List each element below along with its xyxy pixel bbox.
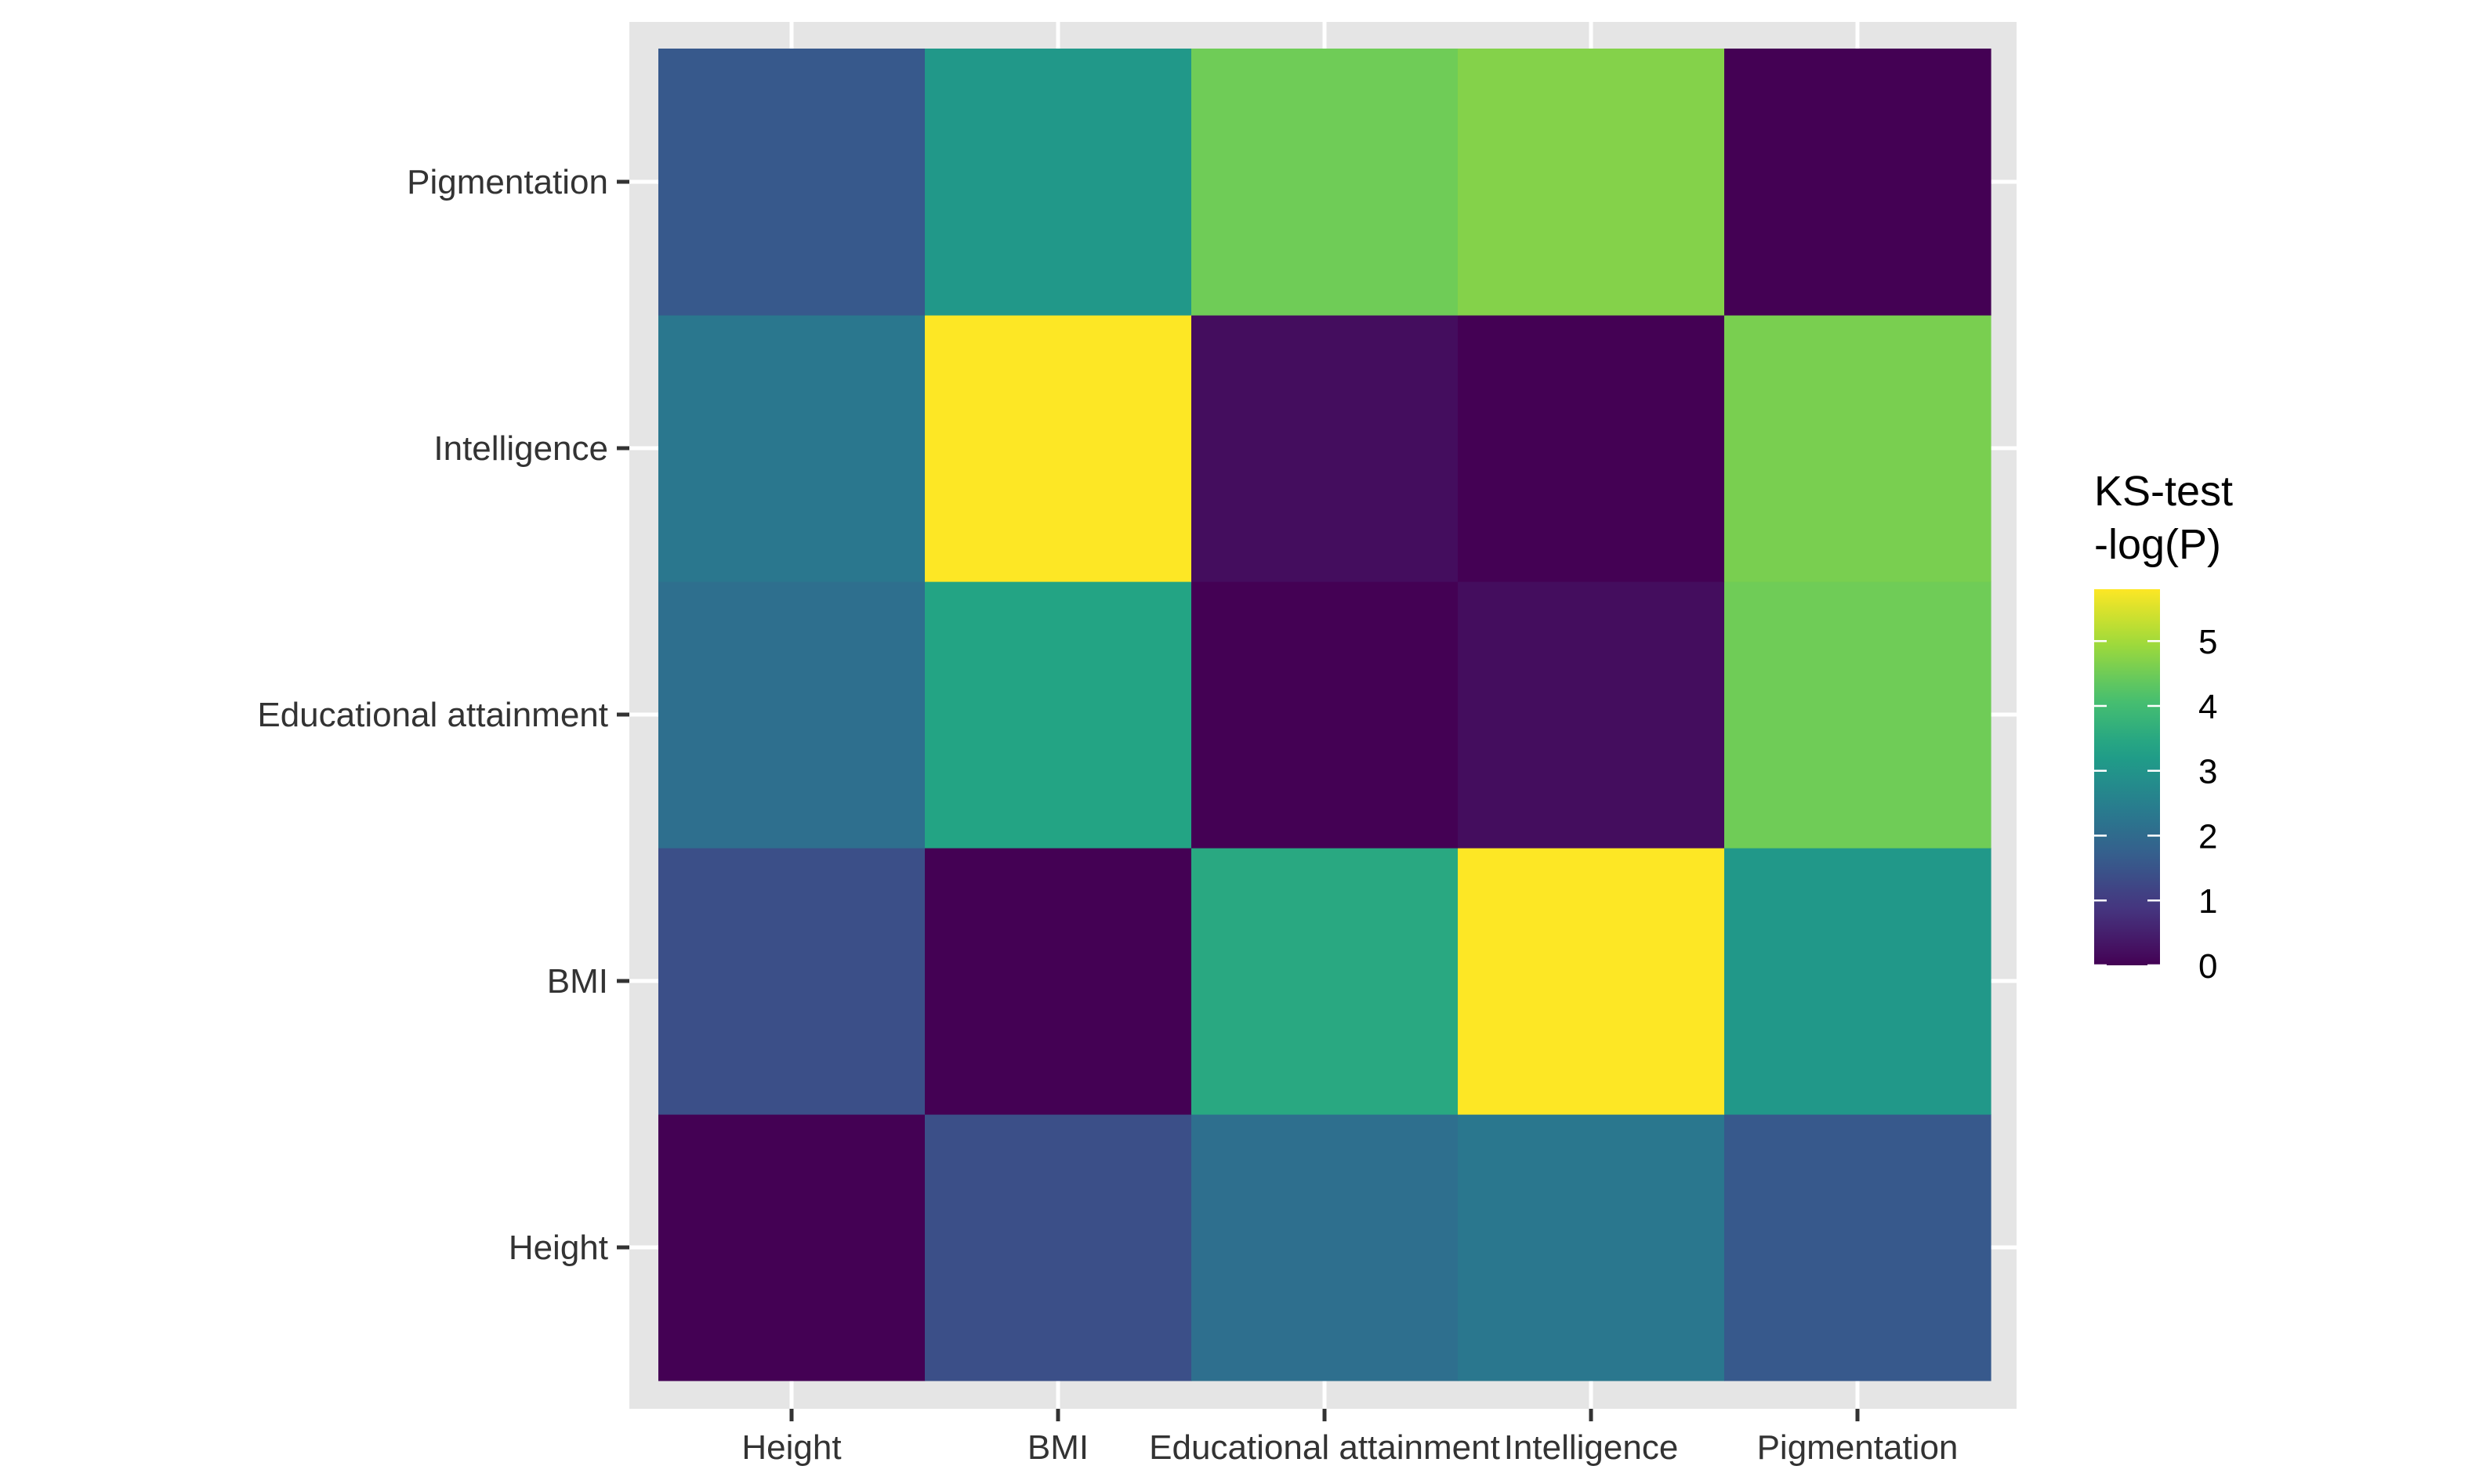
- heatmap-cell: [658, 49, 926, 316]
- legend-tick-label: 0: [2198, 947, 2217, 986]
- heatmap-cell: [925, 1114, 1192, 1381]
- x-axis-tick-label: Educational attainment: [1149, 1428, 1500, 1467]
- x-axis-tick-label: Pigmentation: [1757, 1428, 1959, 1467]
- y-axis-tick-label: Intelligence: [433, 429, 608, 468]
- heatmap-cell: [1724, 848, 1991, 1115]
- heatmap-cell: [658, 581, 926, 849]
- y-axis-tick-label: BMI: [547, 962, 608, 1001]
- heatmap-cell: [1458, 49, 1725, 316]
- x-axis-tick-label: BMI: [1027, 1428, 1089, 1467]
- heatmap-cell: [925, 315, 1192, 582]
- heatmap-cell: [658, 848, 926, 1115]
- legend-colorbar: [2094, 589, 2160, 965]
- legend-tick-label: 5: [2198, 623, 2217, 661]
- heatmap-cell: [1458, 848, 1725, 1115]
- heatmap-cell: [658, 1114, 926, 1381]
- heatmap-cell: [1191, 1114, 1459, 1381]
- heatmap-cell: [1191, 581, 1459, 849]
- heatmap-cell: [1458, 1114, 1725, 1381]
- heatmap-cell: [1724, 315, 1991, 582]
- y-axis-tick-label: Educational attainment: [257, 696, 608, 734]
- heatmap-cell: [1724, 1114, 1991, 1381]
- y-axis-tick-label: Height: [509, 1229, 608, 1267]
- heatmap-cell: [1458, 315, 1725, 582]
- heatmap-cell: [658, 315, 926, 582]
- heatmap-cell: [925, 848, 1192, 1115]
- heatmap-cell: [925, 581, 1192, 849]
- legend-tick-label: 1: [2198, 882, 2217, 921]
- legend-title: KS-test: [2094, 468, 2233, 515]
- y-axis-tick-label: Pigmentation: [407, 163, 608, 201]
- heatmap-cell: [1724, 581, 1991, 849]
- heatmap-cell: [1191, 49, 1459, 316]
- legend-tick-label: 2: [2198, 817, 2217, 856]
- heatmap-cell: [1191, 315, 1459, 582]
- x-axis-tick-label: Intelligence: [1504, 1428, 1679, 1467]
- heatmap-cell: [1191, 848, 1459, 1115]
- legend-title: -log(P): [2094, 521, 2221, 568]
- legend-tick-label: 3: [2198, 753, 2217, 791]
- x-axis-tick-label: Height: [741, 1428, 841, 1467]
- legend-tick-label: 4: [2198, 688, 2217, 726]
- heatmap-cell: [1458, 581, 1725, 849]
- heatmap-cell: [925, 49, 1192, 316]
- heatmap-cell: [1724, 49, 1991, 316]
